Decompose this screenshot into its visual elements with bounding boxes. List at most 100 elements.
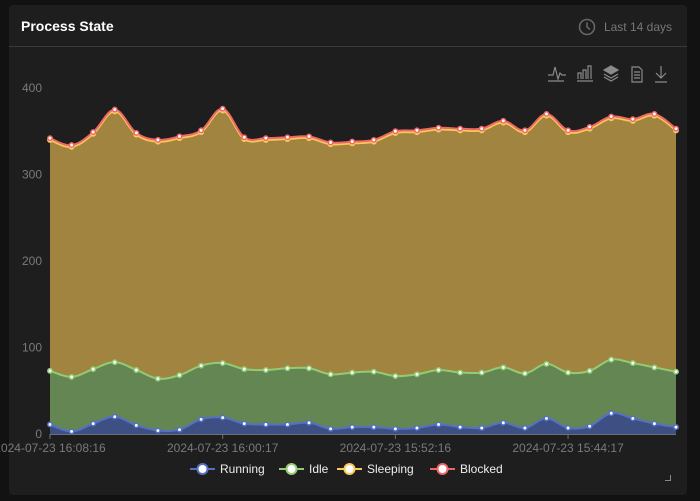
point-idle[interactable] — [457, 369, 464, 376]
point-running[interactable] — [68, 428, 75, 435]
point-blocked[interactable] — [478, 125, 485, 132]
point-running[interactable] — [608, 410, 615, 417]
point-blocked[interactable] — [154, 136, 161, 143]
point-blocked[interactable] — [90, 129, 97, 136]
point-running[interactable] — [90, 420, 97, 427]
resize-handle[interactable] — [665, 475, 671, 481]
point-idle[interactable] — [435, 367, 442, 373]
point-idle[interactable] — [543, 360, 550, 367]
point-blocked[interactable] — [133, 130, 140, 136]
stack-icon[interactable] — [602, 65, 620, 82]
point-blocked[interactable] — [262, 135, 269, 142]
point-blocked[interactable] — [219, 105, 226, 112]
point-blocked[interactable] — [47, 135, 53, 142]
point-running[interactable] — [500, 419, 507, 426]
point-running[interactable] — [521, 424, 528, 431]
point-running[interactable] — [673, 424, 679, 431]
point-running[interactable] — [543, 415, 550, 422]
point-running[interactable] — [284, 421, 291, 428]
point-running[interactable] — [651, 420, 658, 427]
point-running[interactable] — [478, 424, 485, 431]
point-running[interactable] — [629, 415, 636, 422]
point-running[interactable] — [565, 424, 572, 431]
point-blocked[interactable] — [68, 142, 75, 149]
point-blocked[interactable] — [176, 133, 183, 140]
point-idle[interactable] — [608, 356, 615, 363]
legend-item-sleeping[interactable]: Sleeping — [337, 462, 414, 476]
point-idle[interactable] — [586, 367, 593, 374]
point-running[interactable] — [327, 425, 334, 432]
legend-item-idle[interactable]: Idle — [279, 462, 329, 476]
point-idle[interactable] — [306, 365, 312, 372]
point-running[interactable] — [262, 421, 269, 428]
point-blocked[interactable] — [284, 134, 291, 141]
point-running[interactable] — [586, 423, 593, 430]
point-running[interactable] — [133, 422, 140, 429]
point-running[interactable] — [47, 421, 53, 428]
point-idle[interactable] — [90, 366, 97, 373]
point-blocked[interactable] — [457, 125, 464, 132]
point-idle[interactable] — [349, 369, 356, 376]
time-range[interactable]: Last 14 days — [578, 18, 672, 36]
point-blocked[interactable] — [586, 123, 593, 130]
point-blocked[interactable] — [565, 127, 572, 134]
bar-chart-icon[interactable] — [577, 65, 593, 82]
point-idle[interactable] — [327, 371, 334, 378]
point-blocked[interactable] — [241, 134, 248, 141]
point-idle[interactable] — [219, 360, 226, 367]
point-blocked[interactable] — [521, 127, 528, 134]
point-blocked[interactable] — [629, 116, 636, 123]
point-blocked[interactable] — [392, 128, 399, 135]
point-blocked[interactable] — [608, 113, 615, 120]
point-blocked[interactable] — [651, 111, 658, 117]
line-chart-icon[interactable] — [548, 66, 566, 82]
point-running[interactable] — [198, 416, 205, 423]
legend-item-blocked[interactable]: Blocked — [430, 462, 503, 476]
point-running[interactable] — [111, 413, 118, 420]
point-idle[interactable] — [111, 359, 118, 366]
legend-item-running[interactable]: Running — [190, 462, 265, 476]
point-blocked[interactable] — [198, 127, 205, 134]
point-running[interactable] — [306, 419, 312, 426]
point-blocked[interactable] — [500, 117, 507, 124]
point-idle[interactable] — [500, 364, 507, 371]
point-blocked[interactable] — [370, 136, 377, 143]
point-idle[interactable] — [673, 368, 679, 375]
point-blocked[interactable] — [543, 111, 550, 117]
point-running[interactable] — [154, 427, 161, 434]
point-idle[interactable] — [651, 364, 658, 371]
point-idle[interactable] — [154, 375, 161, 382]
point-idle[interactable] — [478, 369, 485, 376]
point-idle[interactable] — [284, 365, 291, 372]
point-running[interactable] — [176, 426, 183, 433]
point-running[interactable] — [241, 420, 248, 427]
download-icon[interactable] — [655, 66, 667, 83]
point-idle[interactable] — [629, 360, 636, 367]
point-idle[interactable] — [68, 373, 75, 380]
point-blocked[interactable] — [673, 125, 679, 132]
data-view-icon[interactable] — [631, 66, 643, 83]
point-running[interactable] — [414, 424, 420, 431]
point-running[interactable] — [435, 421, 442, 428]
point-idle[interactable] — [176, 372, 183, 379]
point-blocked[interactable] — [327, 139, 334, 146]
point-running[interactable] — [392, 425, 399, 432]
point-running[interactable] — [349, 424, 356, 431]
point-idle[interactable] — [133, 367, 140, 373]
point-blocked[interactable] — [306, 133, 312, 140]
point-idle[interactable] — [392, 373, 399, 379]
point-idle[interactable] — [414, 371, 420, 378]
point-blocked[interactable] — [349, 138, 356, 145]
point-idle[interactable] — [241, 366, 248, 373]
point-idle[interactable] — [262, 367, 269, 373]
point-blocked[interactable] — [414, 127, 420, 134]
point-idle[interactable] — [521, 370, 528, 377]
point-running[interactable] — [457, 424, 464, 431]
point-idle[interactable] — [47, 367, 53, 374]
point-idle[interactable] — [198, 362, 205, 369]
point-idle[interactable] — [565, 369, 572, 376]
point-running[interactable] — [370, 424, 377, 431]
point-blocked[interactable] — [435, 124, 442, 131]
point-idle[interactable] — [370, 368, 377, 375]
point-running[interactable] — [219, 414, 226, 421]
